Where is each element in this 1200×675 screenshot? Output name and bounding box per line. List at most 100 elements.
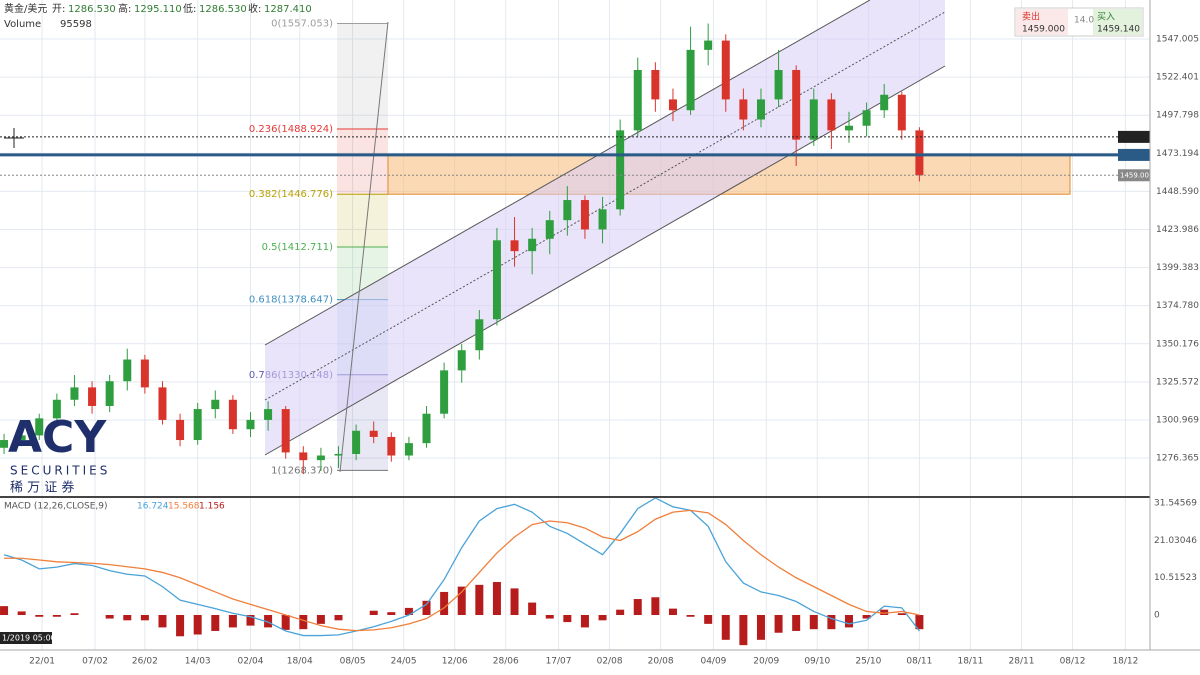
- candle-body: [88, 387, 97, 406]
- sell-price[interactable]: 1459.000: [1022, 25, 1065, 35]
- macd-bar: [457, 586, 466, 615]
- macd-bar: [704, 614, 713, 624]
- macd-bar: [228, 614, 237, 628]
- volume-label: Volume: [4, 19, 41, 30]
- y-tick-label: 1374.780: [1156, 301, 1199, 311]
- candle-body: [457, 350, 466, 371]
- candle-body: [0, 440, 9, 448]
- x-tick-label: 28/06: [493, 657, 519, 667]
- y-tick-label: 21.03046: [1154, 536, 1197, 546]
- x-tick-label: 20/08: [648, 657, 674, 667]
- sell-bg[interactable]: [1016, 9, 1068, 35]
- x-tick-label: 02/08: [597, 657, 623, 667]
- x-tick-label: 22/01: [29, 657, 55, 667]
- x-tick-label: 17/07: [546, 657, 572, 667]
- candle-body: [897, 94, 906, 131]
- candle-body: [281, 409, 290, 453]
- macd-bar: [862, 614, 871, 619]
- candle-body: [140, 359, 149, 388]
- candle-body: [440, 370, 449, 414]
- buy-bg[interactable]: [1093, 9, 1142, 35]
- high-label: 高:: [118, 2, 131, 15]
- low-label: 低:: [183, 2, 196, 15]
- candle-body: [52, 399, 61, 419]
- candle-body: [510, 240, 519, 252]
- x-tick-label: 08/11: [906, 657, 932, 667]
- open-value: 1286.530: [68, 4, 116, 15]
- macd-bar: [316, 614, 325, 624]
- candle-body: [616, 130, 625, 210]
- symbol: 黄金/美元: [4, 2, 47, 15]
- macd-bar: [140, 614, 149, 621]
- macd-bar: [739, 614, 748, 646]
- logo-cn: 稀 万 证 券: [10, 480, 74, 496]
- buy-label[interactable]: 买入: [1097, 12, 1115, 23]
- candle-body: [299, 452, 308, 461]
- channel-mid: [264, 11, 946, 401]
- macd-bar: [668, 608, 677, 615]
- hist-readout: 1.156: [199, 502, 225, 512]
- x-tick-label: 18/04: [287, 657, 313, 667]
- candle-body: [35, 418, 44, 436]
- candle-body: [844, 125, 853, 131]
- candle-body: [756, 99, 765, 120]
- y-tick-label: 1325.572: [1156, 377, 1199, 387]
- y-tick-label: 1448.590: [1156, 187, 1199, 197]
- x-tick-label: 26/02: [132, 657, 158, 667]
- candle-body: [422, 413, 431, 444]
- macd-readout: 16.724: [137, 502, 169, 512]
- macd-bar: [510, 588, 519, 615]
- x-tick-label: 07/02: [82, 657, 108, 667]
- trend-line: [339, 21, 389, 473]
- low-value: 1286.530: [199, 4, 247, 15]
- macd-bar: [404, 607, 413, 615]
- fib-zone: [337, 128, 388, 195]
- macd-bar: [827, 614, 836, 630]
- macd-bar: [193, 614, 202, 635]
- macd-bar: [563, 614, 572, 623]
- x-tick-label: 28/11: [1009, 657, 1035, 667]
- logo-text: ACY: [8, 412, 107, 463]
- y-tick-label: 0: [1154, 610, 1160, 620]
- trade-widget[interactable]: 卖出 1459.000 14.0 买入 1459.140: [1014, 7, 1144, 37]
- x-tick-label: 02/04: [238, 657, 264, 667]
- candle-body: [246, 419, 255, 430]
- candle-body: [598, 209, 607, 230]
- y-tick-label: 1547.005: [1156, 35, 1199, 45]
- macd-bar: [809, 614, 818, 630]
- y-tick-label: 1423.986: [1156, 225, 1199, 235]
- candle-body: [123, 359, 132, 382]
- candle-body: [792, 69, 801, 140]
- buy-price[interactable]: 1459.140: [1097, 25, 1140, 35]
- x-tick-label: 24/05: [391, 657, 417, 667]
- time-tag: [0, 632, 52, 644]
- macd-bar: [334, 614, 343, 621]
- sell-label[interactable]: 卖出: [1022, 11, 1040, 23]
- macd-bar: [281, 614, 290, 630]
- fib-label: 0.5(1412.711): [262, 242, 334, 253]
- y-tick-label: 1497.798: [1156, 111, 1199, 121]
- macd-bar: [686, 614, 695, 617]
- crosshair: [4, 128, 24, 148]
- y-tick-label: 10.51523: [1154, 573, 1197, 583]
- macd-bar: [774, 614, 783, 633]
- fib-zone: [337, 194, 388, 247]
- candle-body: [668, 99, 677, 111]
- macd-bar: [756, 614, 765, 640]
- macd-title: MACD (12,26,CLOSE,9): [4, 502, 108, 512]
- y-tick-label: 1350.176: [1156, 339, 1199, 349]
- macd-bar: [651, 597, 660, 615]
- macd-bar: [528, 602, 537, 615]
- candle-body: [862, 110, 871, 126]
- price-tag-label: 1459.000: [1120, 171, 1153, 179]
- macd-bar: [915, 614, 924, 630]
- macd-line: [4, 509, 920, 632]
- price-tag: [1118, 148, 1150, 161]
- macd-bar: [792, 614, 801, 631]
- candle-body: [580, 200, 589, 230]
- x-tick-label: 14/03: [185, 657, 211, 667]
- macd-bar: [721, 614, 730, 640]
- candle-body: [211, 399, 220, 410]
